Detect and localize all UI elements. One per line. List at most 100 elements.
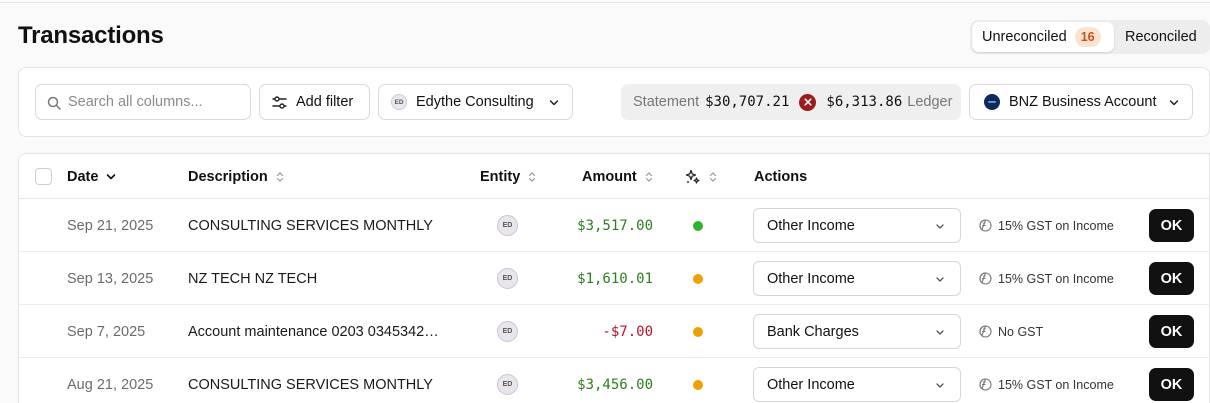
status-dot: [693, 273, 703, 284]
select-all-checkbox[interactable]: [35, 168, 52, 185]
tax-rate[interactable]: 15% GST on Income: [979, 252, 1114, 305]
chevron-down-icon: [549, 100, 559, 106]
transactions-table: Date Description Entity Amount: [18, 153, 1210, 403]
statement-amount: $30,707.21: [705, 94, 790, 110]
tax-rate-icon: [979, 378, 992, 391]
entity-avatar: ED: [497, 374, 518, 395]
chevron-down-icon: [936, 224, 944, 229]
tax-rate-icon: [979, 325, 992, 338]
entity-avatar: ED: [391, 94, 407, 110]
ok-button[interactable]: OK: [1149, 209, 1194, 242]
column-header-amount[interactable]: Amount: [582, 154, 653, 199]
column-amount-label: Amount: [582, 168, 637, 185]
table-header: Date Description Entity Amount: [19, 154, 1209, 199]
bank-account-select[interactable]: BNZ Business Account: [969, 84, 1193, 120]
row-entity: ED: [497, 199, 518, 252]
entity-select-label: Edythe Consulting: [416, 94, 534, 110]
column-header-entity[interactable]: Entity: [480, 154, 536, 199]
category-label: Other Income: [767, 217, 855, 234]
chevron-down-icon: [936, 330, 944, 335]
row-amount: -$7.00: [602, 323, 653, 340]
sliders-icon: [272, 95, 287, 109]
bank-account-label: BNZ Business Account: [1009, 94, 1157, 110]
row-description: NZ TECH NZ TECH: [188, 270, 318, 287]
ok-button[interactable]: OK: [1149, 262, 1194, 295]
tax-rate[interactable]: 15% GST on Income: [979, 358, 1114, 403]
sort-desc-icon: [107, 173, 116, 179]
row-entity: ED: [497, 358, 518, 403]
row-description: CONSULTING SERVICES MONTHLY: [188, 217, 433, 234]
category-select[interactable]: Other Income: [753, 367, 961, 402]
ledger-label: Ledger: [907, 94, 953, 110]
chevron-down-icon: [1169, 100, 1179, 106]
row-description: CONSULTING SERVICES MONTHLY: [188, 376, 433, 393]
table-row[interactable]: Sep 21, 2025 CONSULTING SERVICES MONTHLY E…: [19, 199, 1209, 252]
tax-rate[interactable]: No GST: [979, 305, 1043, 358]
column-description-label: Description: [188, 168, 268, 185]
row-confidence: [693, 252, 703, 305]
add-filter-button[interactable]: Add filter: [259, 84, 370, 120]
search-icon: [47, 96, 61, 110]
entity-avatar: ED: [497, 321, 518, 342]
tab-unreconciled-label: Unreconciled: [982, 29, 1067, 45]
entity-select[interactable]: ED Edythe Consulting: [378, 84, 573, 120]
tax-rate[interactable]: 15% GST on Income: [979, 199, 1114, 252]
ok-button[interactable]: OK: [1149, 315, 1194, 348]
column-entity-label: Entity: [480, 168, 521, 185]
row-confidence: [693, 305, 703, 358]
add-filter-label: Add filter: [296, 94, 354, 110]
tab-reconciled[interactable]: Reconciled: [1125, 29, 1197, 45]
tax-rate-label: No GST: [998, 324, 1044, 339]
status-dot: [693, 379, 703, 390]
column-header-date[interactable]: Date: [67, 154, 116, 199]
filter-toolbar: Add filter ED Edythe Consulting Statemen…: [18, 67, 1210, 137]
column-header-description[interactable]: Description: [188, 154, 284, 199]
status-dot: [693, 326, 703, 337]
row-date: Aug 21, 2025: [67, 376, 154, 393]
sort-icon: [709, 171, 717, 182]
row-amount: $1,610.01: [577, 270, 653, 287]
search-input[interactable]: [68, 85, 248, 119]
search-box[interactable]: [35, 84, 251, 120]
row-amount: $3,517.00: [577, 217, 653, 234]
category-label: Bank Charges: [767, 323, 859, 340]
row-entity: ED: [497, 252, 518, 305]
statement-label: Statement: [633, 94, 700, 110]
category-select[interactable]: Bank Charges: [753, 314, 961, 349]
table-row[interactable]: Aug 21, 2025 CONSULTING SERVICES MONTHLY E…: [19, 358, 1209, 403]
tax-rate-label: 15% GST on Income: [998, 218, 1114, 233]
mismatch-icon: [799, 93, 817, 111]
column-date-label: Date: [67, 168, 99, 185]
sort-icon: [529, 171, 536, 182]
table-row[interactable]: Sep 7, 2025 Account maintenance 0203 0345…: [19, 305, 1209, 358]
bank-logo-icon: [984, 94, 1000, 110]
top-divider: [0, 2, 1210, 3]
row-date: Sep 21, 2025: [67, 217, 154, 234]
status-dot: [693, 220, 703, 231]
ledger-amount: $6,313.86: [826, 94, 903, 110]
row-date: Sep 7, 2025: [67, 323, 146, 340]
tab-unreconciled[interactable]: Unreconciled 16: [972, 22, 1114, 52]
tax-rate-label: 15% GST on Income: [998, 271, 1114, 286]
entity-avatar: ED: [497, 215, 518, 236]
category-label: Other Income: [767, 376, 855, 393]
unreconciled-count-badge: 16: [1074, 27, 1101, 47]
row-confidence: [693, 358, 703, 403]
page-title: Transactions: [18, 22, 164, 49]
sparkles-icon: [685, 169, 700, 184]
category-select[interactable]: Other Income: [753, 261, 961, 296]
chevron-down-icon: [936, 383, 944, 388]
row-entity: ED: [497, 305, 518, 358]
tax-rate-icon: [979, 219, 992, 232]
chevron-down-icon: [936, 277, 944, 282]
category-select[interactable]: Other Income: [753, 208, 961, 243]
reconcile-segmented-control: Unreconciled 16 Reconciled: [970, 20, 1210, 54]
column-header-actions: Actions: [754, 168, 808, 185]
row-description: Account maintenance 0203 0345342…: [188, 323, 439, 340]
ok-button[interactable]: OK: [1149, 368, 1194, 401]
table-row[interactable]: Sep 13, 2025 NZ TECH NZ TECH ED $1,610.01 Ot…: [19, 252, 1209, 305]
row-date: Sep 13, 2025: [67, 270, 154, 287]
column-header-confidence[interactable]: [685, 154, 717, 199]
row-confidence: [693, 199, 703, 252]
category-label: Other Income: [767, 270, 855, 287]
